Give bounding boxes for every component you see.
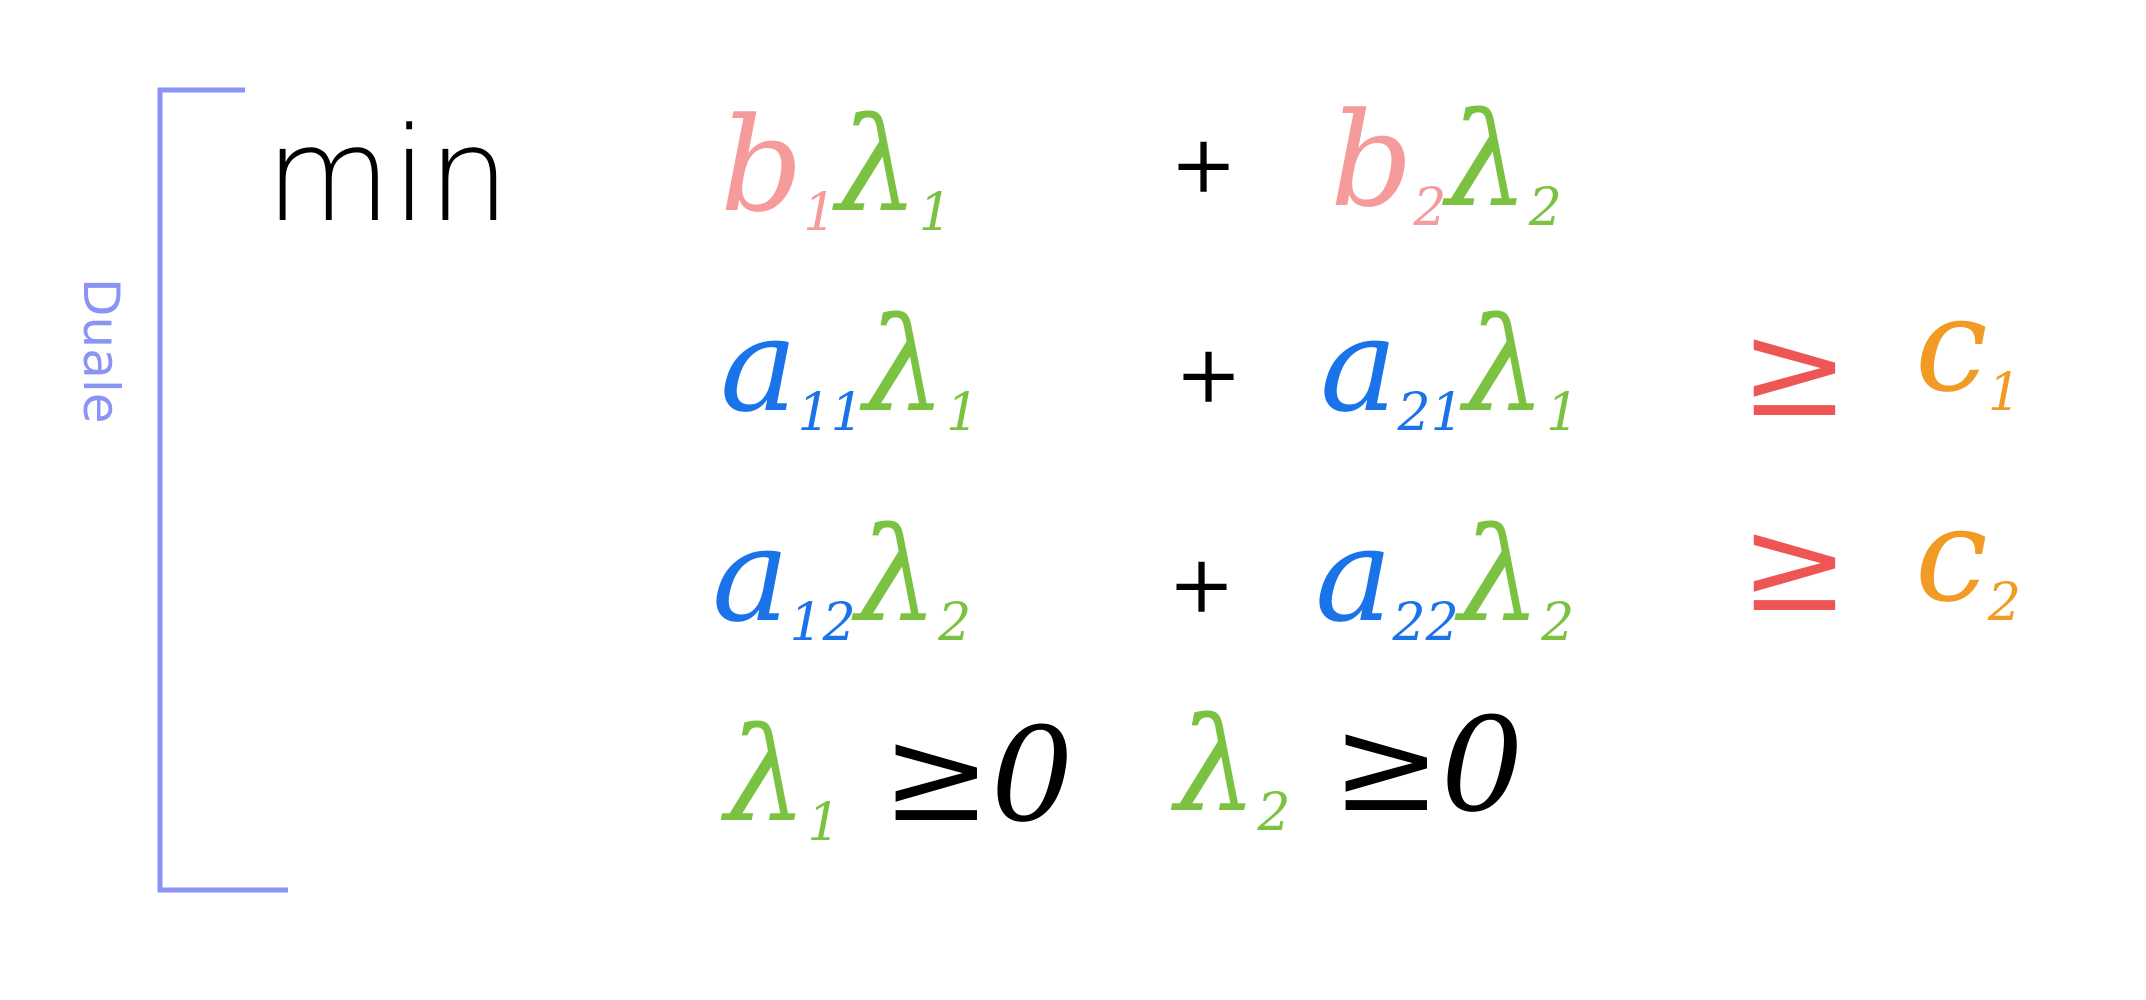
lambda-sub: 2	[1257, 783, 1291, 843]
lambda: λ	[1463, 289, 1547, 441]
coef-a: a	[1320, 289, 1398, 441]
zero: 0	[990, 699, 1074, 851]
objective-plus: +	[1170, 118, 1238, 211]
coef-a-sub: 12	[789, 593, 856, 653]
constraint-1-rhs: c1	[1915, 280, 2021, 419]
constraint-2-term-1: a12λ2	[712, 510, 971, 649]
rhs-c: c	[1915, 479, 1988, 631]
lambda: λ	[1446, 84, 1529, 236]
bracket-line	[157, 87, 288, 893]
lambda: λ	[855, 499, 939, 651]
relation: ≥	[1331, 689, 1441, 841]
rhs-c: c	[1915, 269, 1988, 421]
constraint-2-plus: +	[1168, 538, 1236, 631]
coef-a: a	[720, 289, 798, 441]
lambda: λ	[836, 89, 919, 241]
lambda-sub: 2	[1528, 178, 1562, 238]
coef-b-sub: 1	[803, 183, 837, 243]
constraint-1-plus: +	[1175, 328, 1243, 421]
lambda: λ	[1175, 689, 1258, 841]
constraint-2-rhs: c2	[1915, 490, 2021, 629]
coef-a: a	[712, 499, 790, 651]
coef-a: a	[1315, 499, 1393, 651]
rhs-c-sub: 2	[1987, 573, 2021, 633]
coef-b: b	[720, 89, 804, 241]
nonneg-1: λ1 ≥0	[725, 710, 1073, 849]
lambda-sub: 1	[918, 183, 952, 243]
coef-b-sub: 2	[1413, 178, 1447, 238]
lambda: λ	[863, 289, 947, 441]
constraint-2-term-2: a22λ2	[1315, 510, 1574, 649]
constraint-1-term-1: a11λ1	[720, 300, 979, 439]
lambda-sub: 1	[807, 793, 841, 853]
lambda-sub: 2	[1541, 593, 1575, 653]
lambda-sub: 2	[938, 593, 972, 653]
coef-a-sub: 21	[1397, 383, 1464, 443]
coef-a-sub: 11	[797, 383, 864, 443]
objective-term-2: b2λ2	[1330, 95, 1562, 234]
objective-term-1: b1λ1	[720, 100, 952, 239]
rhs-c-sub: 1	[1987, 363, 2021, 423]
dual-label: Duale	[72, 278, 130, 424]
objective-keyword: min	[265, 99, 511, 251]
constraint-2-relation: ≥	[1740, 489, 1849, 641]
lambda-sub: 1	[1546, 383, 1580, 443]
nonneg-2: λ2 ≥0	[1175, 700, 1523, 839]
coef-b: b	[1330, 84, 1414, 236]
lambda-sub: 1	[946, 383, 980, 443]
constraint-1-relation: ≥	[1740, 294, 1849, 446]
constraint-1-term-2: a21λ1	[1320, 300, 1579, 439]
coef-a-sub: 22	[1392, 593, 1459, 653]
relation: ≥	[881, 699, 991, 851]
lambda: λ	[725, 699, 808, 851]
lambda: λ	[1458, 499, 1542, 651]
zero: 0	[1440, 689, 1524, 841]
